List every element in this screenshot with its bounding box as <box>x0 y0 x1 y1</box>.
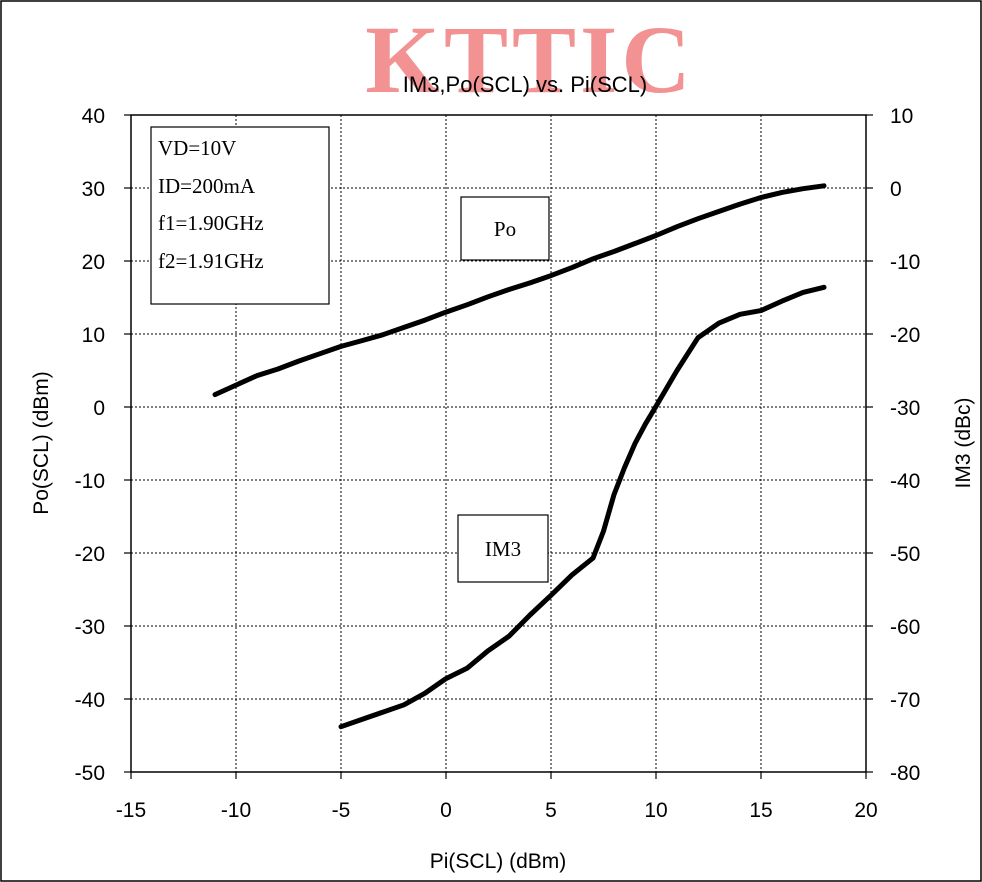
watermark: KTTIC <box>365 6 694 113</box>
y2-tick-label: -40 <box>890 470 920 493</box>
grid <box>131 115 866 772</box>
condition-f2: f2=1.91GHz <box>158 249 264 273</box>
x-tick-label: -5 <box>332 799 351 822</box>
series-line-po <box>212 183 827 398</box>
im3-label: IM3 <box>485 537 521 561</box>
x-tick-label: 10 <box>644 799 667 822</box>
y-tick-label: 30 <box>82 178 105 201</box>
x-tick-label: 15 <box>749 799 772 822</box>
y2-tick-label: 0 <box>890 178 902 201</box>
y2-tick-label: -30 <box>890 397 920 420</box>
y2-tick-label: -50 <box>890 543 920 566</box>
condition-vd: VD=10V <box>158 136 236 160</box>
x-axis-label: Pi(SCL) (dBm) <box>430 850 567 873</box>
y-tick-label: -50 <box>75 762 105 785</box>
x-tick-label: -10 <box>221 799 251 822</box>
y2-tick-label: 10 <box>890 105 913 128</box>
po-label: Po <box>494 217 516 241</box>
po-label-box: Po <box>460 196 550 261</box>
y-tick-label: -10 <box>75 470 105 493</box>
y-tick-label: 10 <box>82 324 105 347</box>
y2-tick-label: -80 <box>890 762 920 785</box>
conditions-box: VD=10V ID=200mA f1=1.90GHz f2=1.91GHz <box>150 126 330 305</box>
y2-tick-label: -10 <box>890 251 920 274</box>
x-tick-label: 0 <box>440 799 452 822</box>
chart-title: IM3,Po(SCL) vs. Pi(SCL) <box>403 72 648 97</box>
y-axis-label: Po(SCL) (dBm) <box>30 371 53 515</box>
series-line-im3 <box>338 284 827 730</box>
x-tick-label: 5 <box>545 799 557 822</box>
y-tick-label: 20 <box>82 251 105 274</box>
y-tick-label: -20 <box>75 543 105 566</box>
y-tick-label: 0 <box>93 397 105 420</box>
y2-tick-label: -60 <box>890 616 920 639</box>
plot-area <box>130 114 867 773</box>
y2-axis-label: IM3 (dBc) <box>952 397 975 488</box>
im3-label-box: IM3 <box>457 514 549 583</box>
x-tick-label: 20 <box>854 799 877 822</box>
y-tick-label: -30 <box>75 616 105 639</box>
ticks: -15 -10 -5 0 5 10 15 20-50-40-30-20-10010203040… <box>75 105 921 822</box>
y-tick-label: -40 <box>75 689 105 712</box>
x-tick-label: -15 <box>116 799 146 822</box>
y2-tick-label: -20 <box>890 324 920 347</box>
y2-tick-label: -70 <box>890 689 920 712</box>
condition-f1: f1=1.90GHz <box>158 211 264 235</box>
series <box>212 183 827 730</box>
condition-id: ID=200mA <box>158 174 256 198</box>
y-tick-label: 40 <box>82 105 105 128</box>
